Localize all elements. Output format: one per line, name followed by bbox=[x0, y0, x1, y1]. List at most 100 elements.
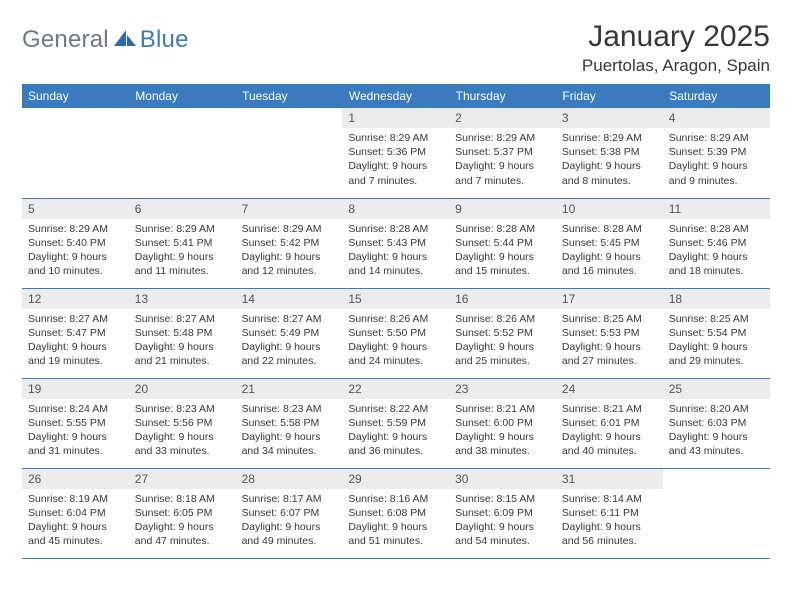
day-number: 31 bbox=[556, 469, 663, 489]
brand-logo: General Blue bbox=[22, 20, 189, 54]
calendar-cell: 12Sunrise: 8:27 AMSunset: 5:47 PMDayligh… bbox=[22, 288, 129, 378]
calendar-cell: 24Sunrise: 8:21 AMSunset: 6:01 PMDayligh… bbox=[556, 378, 663, 468]
daylight-line2: and 11 minutes. bbox=[135, 264, 230, 278]
sunrise-text: Sunrise: 8:29 AM bbox=[28, 222, 123, 236]
sunrise-text: Sunrise: 8:29 AM bbox=[135, 222, 230, 236]
calendar-cell: 21Sunrise: 8:23 AMSunset: 5:58 PMDayligh… bbox=[236, 378, 343, 468]
sunrise-text: Sunrise: 8:27 AM bbox=[28, 312, 123, 326]
calendar-cell: 7Sunrise: 8:29 AMSunset: 5:42 PMDaylight… bbox=[236, 198, 343, 288]
calendar-cell: 28Sunrise: 8:17 AMSunset: 6:07 PMDayligh… bbox=[236, 468, 343, 558]
daylight-line2: and 14 minutes. bbox=[348, 264, 443, 278]
day-number: 6 bbox=[129, 199, 236, 219]
sunset-text: Sunset: 6:11 PM bbox=[562, 506, 657, 520]
calendar-cell: 6Sunrise: 8:29 AMSunset: 5:41 PMDaylight… bbox=[129, 198, 236, 288]
daylight-line1: Daylight: 9 hours bbox=[669, 430, 764, 444]
calendar-cell: 30Sunrise: 8:15 AMSunset: 6:09 PMDayligh… bbox=[449, 468, 556, 558]
sunset-text: Sunset: 6:09 PM bbox=[455, 506, 550, 520]
location-text: Puertolas, Aragon, Spain bbox=[582, 56, 770, 76]
daylight-line2: and 16 minutes. bbox=[562, 264, 657, 278]
sunset-text: Sunset: 5:49 PM bbox=[242, 326, 337, 340]
sunrise-text: Sunrise: 8:19 AM bbox=[28, 492, 123, 506]
daylight-line1: Daylight: 9 hours bbox=[562, 159, 657, 173]
sunrise-text: Sunrise: 8:25 AM bbox=[669, 312, 764, 326]
day-number: 1 bbox=[342, 108, 449, 128]
sunrise-text: Sunrise: 8:29 AM bbox=[348, 131, 443, 145]
daylight-line2: and 36 minutes. bbox=[348, 444, 443, 458]
sunrise-text: Sunrise: 8:20 AM bbox=[669, 402, 764, 416]
daylight-line1: Daylight: 9 hours bbox=[242, 520, 337, 534]
header-row: General Blue January 2025 Puertolas, Ara… bbox=[22, 20, 770, 76]
sunrise-text: Sunrise: 8:29 AM bbox=[242, 222, 337, 236]
day-details: Sunrise: 8:27 AMSunset: 5:49 PMDaylight:… bbox=[236, 309, 343, 373]
day-number: 11 bbox=[663, 199, 770, 219]
sunset-text: Sunset: 5:50 PM bbox=[348, 326, 443, 340]
daylight-line2: and 49 minutes. bbox=[242, 534, 337, 548]
day-details: Sunrise: 8:29 AMSunset: 5:37 PMDaylight:… bbox=[449, 128, 556, 192]
sunset-text: Sunset: 6:05 PM bbox=[135, 506, 230, 520]
brand-part2: Blue bbox=[140, 26, 189, 54]
daylight-line2: and 18 minutes. bbox=[669, 264, 764, 278]
calendar-cell: 29Sunrise: 8:16 AMSunset: 6:08 PMDayligh… bbox=[342, 468, 449, 558]
day-number: 3 bbox=[556, 108, 663, 128]
calendar-week: 5Sunrise: 8:29 AMSunset: 5:40 PMDaylight… bbox=[22, 198, 770, 288]
calendar-cell: 14Sunrise: 8:27 AMSunset: 5:49 PMDayligh… bbox=[236, 288, 343, 378]
calendar-body: 1Sunrise: 8:29 AMSunset: 5:36 PMDaylight… bbox=[22, 108, 770, 558]
daylight-line1: Daylight: 9 hours bbox=[135, 250, 230, 264]
day-header: Sunday bbox=[22, 84, 129, 108]
sunrise-text: Sunrise: 8:27 AM bbox=[135, 312, 230, 326]
sunset-text: Sunset: 5:45 PM bbox=[562, 236, 657, 250]
day-number: 20 bbox=[129, 379, 236, 399]
day-details: Sunrise: 8:28 AMSunset: 5:46 PMDaylight:… bbox=[663, 219, 770, 283]
day-number: 22 bbox=[342, 379, 449, 399]
daylight-line1: Daylight: 9 hours bbox=[348, 430, 443, 444]
daylight-line2: and 29 minutes. bbox=[669, 354, 764, 368]
calendar-cell: 1Sunrise: 8:29 AMSunset: 5:36 PMDaylight… bbox=[342, 108, 449, 198]
day-details: Sunrise: 8:22 AMSunset: 5:59 PMDaylight:… bbox=[342, 399, 449, 463]
day-number: 5 bbox=[22, 199, 129, 219]
day-header: Wednesday bbox=[342, 84, 449, 108]
calendar-page: General Blue January 2025 Puertolas, Ara… bbox=[0, 0, 792, 569]
day-number: 9 bbox=[449, 199, 556, 219]
day-number: 14 bbox=[236, 289, 343, 309]
sunrise-text: Sunrise: 8:23 AM bbox=[135, 402, 230, 416]
day-details: Sunrise: 8:17 AMSunset: 6:07 PMDaylight:… bbox=[236, 489, 343, 553]
calendar-week: 12Sunrise: 8:27 AMSunset: 5:47 PMDayligh… bbox=[22, 288, 770, 378]
day-details: Sunrise: 8:24 AMSunset: 5:55 PMDaylight:… bbox=[22, 399, 129, 463]
day-details: Sunrise: 8:27 AMSunset: 5:47 PMDaylight:… bbox=[22, 309, 129, 373]
daylight-line2: and 54 minutes. bbox=[455, 534, 550, 548]
daylight-line2: and 27 minutes. bbox=[562, 354, 657, 368]
calendar-cell: 9Sunrise: 8:28 AMSunset: 5:44 PMDaylight… bbox=[449, 198, 556, 288]
sunset-text: Sunset: 6:01 PM bbox=[562, 416, 657, 430]
daylight-line2: and 51 minutes. bbox=[348, 534, 443, 548]
sunrise-text: Sunrise: 8:21 AM bbox=[562, 402, 657, 416]
daylight-line1: Daylight: 9 hours bbox=[135, 520, 230, 534]
sunset-text: Sunset: 5:40 PM bbox=[28, 236, 123, 250]
sunset-text: Sunset: 5:46 PM bbox=[669, 236, 764, 250]
calendar-cell: 17Sunrise: 8:25 AMSunset: 5:53 PMDayligh… bbox=[556, 288, 663, 378]
sunset-text: Sunset: 5:56 PM bbox=[135, 416, 230, 430]
sunset-text: Sunset: 6:08 PM bbox=[348, 506, 443, 520]
daylight-line1: Daylight: 9 hours bbox=[562, 340, 657, 354]
daylight-line2: and 56 minutes. bbox=[562, 534, 657, 548]
day-details: Sunrise: 8:21 AMSunset: 6:01 PMDaylight:… bbox=[556, 399, 663, 463]
sunset-text: Sunset: 6:04 PM bbox=[28, 506, 123, 520]
calendar-cell: 22Sunrise: 8:22 AMSunset: 5:59 PMDayligh… bbox=[342, 378, 449, 468]
calendar-cell: 27Sunrise: 8:18 AMSunset: 6:05 PMDayligh… bbox=[129, 468, 236, 558]
daylight-line1: Daylight: 9 hours bbox=[455, 250, 550, 264]
sunrise-text: Sunrise: 8:14 AM bbox=[562, 492, 657, 506]
day-number: 7 bbox=[236, 199, 343, 219]
sunset-text: Sunset: 5:47 PM bbox=[28, 326, 123, 340]
day-number: 17 bbox=[556, 289, 663, 309]
daylight-line2: and 33 minutes. bbox=[135, 444, 230, 458]
sunrise-text: Sunrise: 8:23 AM bbox=[242, 402, 337, 416]
daylight-line2: and 38 minutes. bbox=[455, 444, 550, 458]
sunset-text: Sunset: 5:43 PM bbox=[348, 236, 443, 250]
calendar-week: 19Sunrise: 8:24 AMSunset: 5:55 PMDayligh… bbox=[22, 378, 770, 468]
sail-icon bbox=[114, 28, 136, 53]
brand-part1: General bbox=[22, 26, 109, 54]
day-details: Sunrise: 8:28 AMSunset: 5:45 PMDaylight:… bbox=[556, 219, 663, 283]
daylight-line2: and 15 minutes. bbox=[455, 264, 550, 278]
sunrise-text: Sunrise: 8:25 AM bbox=[562, 312, 657, 326]
sunrise-text: Sunrise: 8:18 AM bbox=[135, 492, 230, 506]
calendar-cell: 4Sunrise: 8:29 AMSunset: 5:39 PMDaylight… bbox=[663, 108, 770, 198]
